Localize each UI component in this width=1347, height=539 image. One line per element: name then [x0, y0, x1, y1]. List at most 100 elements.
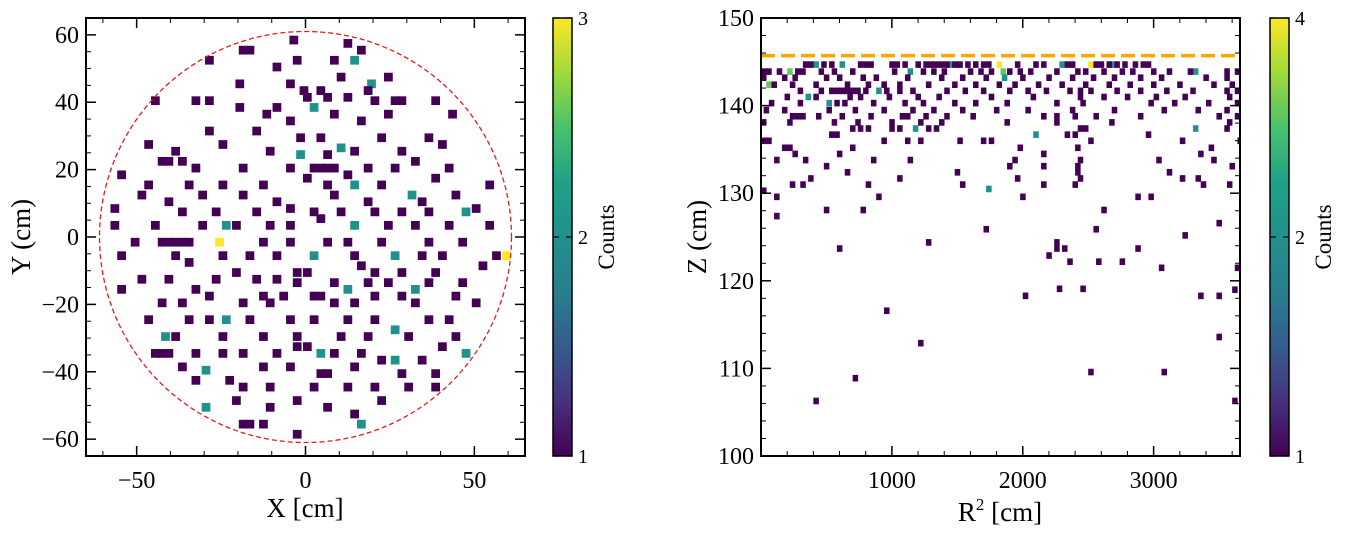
heatmap-cell — [808, 175, 814, 182]
heatmap-cell — [329, 109, 339, 119]
heatmap-cell — [852, 106, 859, 114]
heatmap-cell — [350, 298, 359, 308]
heatmap-cell — [1093, 112, 1099, 120]
heatmap-cell — [1041, 61, 1047, 68]
heatmap-cell — [164, 349, 174, 358]
heatmap-cell — [1192, 125, 1199, 132]
heatmap-cell — [899, 112, 906, 120]
heatmap-cell — [232, 221, 241, 230]
heatmap-cell — [902, 99, 908, 107]
heatmap-cell — [1161, 368, 1168, 376]
heatmap-cell — [363, 163, 373, 173]
heatmap-cell — [1122, 61, 1128, 68]
x-tick-label: 3000 — [1130, 468, 1178, 494]
heatmap-cell — [1082, 68, 1089, 75]
heatmap-cell — [218, 349, 228, 358]
heatmap-cell — [370, 268, 380, 277]
heatmap-cell — [1111, 74, 1118, 82]
heatmap-cell — [292, 278, 302, 287]
heatmap-cell — [370, 315, 380, 325]
heatmap-cell — [996, 81, 1003, 89]
heatmap-cell — [1151, 68, 1157, 75]
heatmap-cell — [944, 87, 950, 95]
heatmap-cell — [444, 163, 454, 173]
heatmap-cell — [954, 169, 961, 176]
heatmap-cell — [1064, 131, 1071, 138]
heatmap-cell — [965, 61, 971, 68]
heatmap-cell — [184, 237, 194, 247]
heatmap-cell — [232, 396, 241, 405]
heatmap-cell — [1195, 106, 1202, 114]
heatmap-cell — [1119, 258, 1126, 265]
heatmap-cell — [823, 206, 830, 214]
heatmap-cell — [826, 106, 832, 114]
heatmap-cell — [876, 193, 882, 201]
heatmap-cell — [397, 369, 407, 378]
rz-plot-frame — [760, 17, 1241, 457]
heatmap-cell — [370, 291, 380, 301]
rz-xlabel-sup: 2 — [976, 495, 985, 514]
heatmap-cell — [1177, 81, 1183, 89]
heatmap-cell — [855, 87, 861, 95]
heatmap-cell — [1192, 68, 1199, 75]
heatmap-cell — [485, 221, 495, 230]
heatmap-cell — [925, 125, 932, 132]
heatmap-cell — [980, 137, 987, 145]
xy-heatmap-cells — [110, 35, 511, 439]
heatmap-cell — [279, 291, 289, 301]
heatmap-cell — [110, 204, 120, 213]
heatmap-cell — [938, 61, 945, 68]
heatmap-cell — [1067, 258, 1073, 265]
y-tick-label: 120 — [718, 269, 754, 295]
heatmap-cell — [1232, 286, 1238, 294]
heatmap-cell — [299, 86, 309, 95]
heatmap-cell — [1014, 61, 1021, 68]
heatmap-cell — [761, 119, 767, 126]
heatmap-cell — [1166, 169, 1173, 176]
heatmap-cell — [789, 181, 796, 188]
heatmap-cell — [918, 339, 924, 347]
heatmap-cell — [259, 237, 268, 247]
heatmap-cell — [1062, 245, 1068, 252]
heatmap-cell — [1205, 99, 1212, 107]
heatmap-cell — [137, 190, 147, 200]
heatmap-cell — [1041, 150, 1047, 158]
heatmap-cell — [815, 112, 822, 120]
heatmap-cell — [849, 87, 856, 95]
heatmap-cell — [802, 156, 809, 164]
heatmap-cell — [1130, 68, 1136, 75]
heatmap-cell — [763, 106, 770, 114]
heatmap-cell — [350, 362, 359, 372]
heatmap-cell — [1203, 74, 1209, 82]
heatmap-cell — [776, 68, 783, 75]
colorbar-tick-label: 3 — [578, 8, 588, 30]
heatmap-cell — [1025, 87, 1031, 95]
heatmap-cell — [1198, 150, 1204, 158]
heatmap-cell — [868, 61, 874, 68]
y-tick-label: 110 — [719, 356, 754, 382]
heatmap-cell — [766, 81, 772, 89]
heatmap-cell — [993, 106, 1000, 114]
heatmap-cell — [1232, 397, 1238, 405]
heatmap-cell — [781, 74, 788, 82]
heatmap-cell — [844, 87, 851, 95]
heatmap-cell — [323, 180, 332, 190]
heatmap-cell — [834, 131, 840, 138]
heatmap-cell — [847, 93, 853, 101]
heatmap-cell — [309, 291, 319, 301]
heatmap-cell — [920, 68, 927, 75]
heatmap-cell — [336, 207, 346, 217]
heatmap-cell — [232, 268, 241, 277]
heatmap-cell — [424, 278, 434, 287]
heatmap-cell — [201, 402, 211, 412]
heatmap-cell — [897, 175, 903, 182]
heatmap-cell — [343, 315, 353, 325]
heatmap-cell — [411, 156, 420, 166]
heatmap-cell — [1187, 68, 1194, 75]
heatmap-cell — [259, 362, 268, 372]
heatmap-cell — [357, 45, 366, 55]
heatmap-cell — [813, 397, 819, 405]
heatmap-cell — [1161, 106, 1168, 114]
heatmap-cell — [1075, 162, 1081, 170]
y-tick-label: 0 — [67, 225, 79, 251]
